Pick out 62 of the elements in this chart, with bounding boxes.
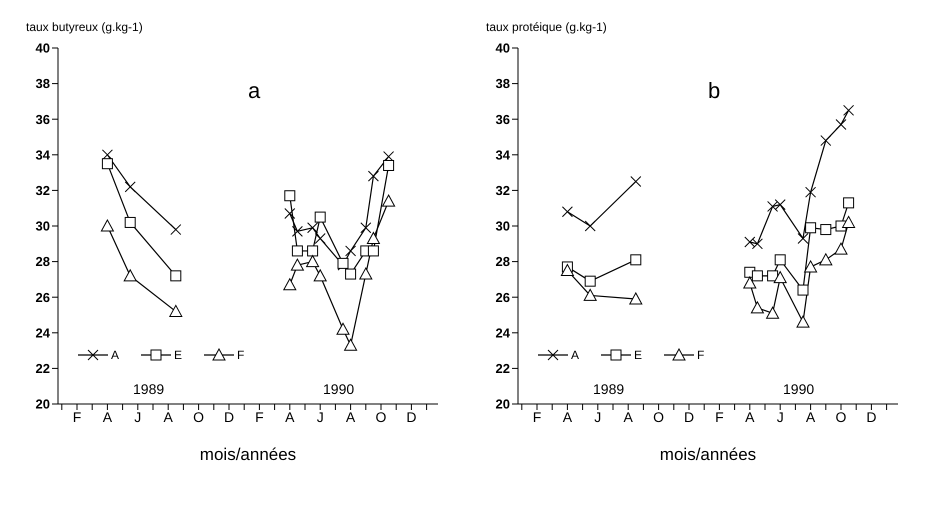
x-axis-title: mois/années: [660, 445, 756, 464]
x-tick-label: D: [406, 408, 416, 425]
legend-label: F: [697, 348, 704, 362]
y-axis-title: taux butyreux (g.kg-1): [26, 20, 143, 34]
x-tick-label: F: [532, 408, 542, 425]
y-tick-label: 20: [36, 396, 50, 412]
y-tick-label: 28: [36, 254, 50, 270]
legend-label: E: [174, 348, 182, 362]
annotation: 1989: [133, 381, 164, 397]
y-tick-label: 22: [36, 361, 50, 376]
x-tick-label: A: [806, 408, 816, 425]
x-tick-label: D: [866, 408, 876, 425]
y-tick-label: 40: [496, 40, 510, 56]
y-tick-label: 38: [496, 76, 510, 92]
y-tick-label: 40: [36, 40, 50, 56]
y-tick-label: 26: [496, 290, 510, 305]
annotation: 1989: [593, 381, 624, 397]
legend-label: A: [571, 348, 580, 362]
text: a: [248, 78, 260, 104]
x-tick-label: O: [193, 408, 204, 425]
y-tick-label: 26: [36, 290, 50, 305]
x-tick-label: A: [285, 408, 296, 425]
x-tick-label: A: [164, 408, 174, 425]
y-tick-label: 34: [496, 147, 511, 162]
y-tick-label: 20: [496, 396, 510, 412]
y-tick-label: 22: [496, 361, 510, 376]
x-tick-label: A: [562, 408, 573, 425]
x-tick-label: F: [72, 408, 82, 425]
y-tick-label: 32: [496, 183, 510, 198]
y-tick-label: 30: [496, 218, 510, 234]
x-tick-label: F: [715, 408, 724, 425]
y-tick-label: 28: [496, 254, 510, 270]
x-tick-label: O: [653, 408, 664, 425]
x-tick-label: J: [134, 408, 142, 425]
y-tick-label: 24: [496, 325, 511, 340]
y-tick-label: 34: [36, 147, 51, 162]
y-tick-label: 38: [36, 76, 50, 92]
x-tick-label: J: [316, 408, 324, 425]
x-tick-label: F: [255, 408, 264, 425]
x-tick-label: A: [624, 408, 634, 425]
y-axis-title: taux protéique (g.kg-1): [486, 20, 607, 34]
legend-label: F: [237, 348, 244, 362]
x-tick-label: A: [102, 408, 113, 425]
y-tick-label: 30: [36, 218, 50, 234]
x-tick-label: A: [745, 408, 756, 425]
x-tick-label: D: [684, 408, 694, 425]
x-tick-label: O: [836, 408, 847, 425]
legend-label: E: [634, 348, 642, 362]
legend-label: A: [111, 348, 120, 362]
y-tick-label: 32: [36, 183, 50, 198]
annotation: 1990: [323, 381, 354, 397]
y-tick-label: 36: [496, 112, 510, 127]
y-tick-label: 24: [36, 325, 51, 340]
x-tick-label: J: [776, 408, 784, 425]
text: b: [708, 78, 720, 104]
x-tick-label: D: [224, 408, 234, 425]
x-tick-label: O: [376, 408, 387, 425]
y-tick-label: 36: [36, 112, 50, 127]
x-tick-label: J: [594, 408, 602, 425]
annotation: 1990: [783, 381, 814, 397]
x-tick-label: A: [346, 408, 356, 425]
x-axis-title: mois/années: [200, 445, 296, 464]
